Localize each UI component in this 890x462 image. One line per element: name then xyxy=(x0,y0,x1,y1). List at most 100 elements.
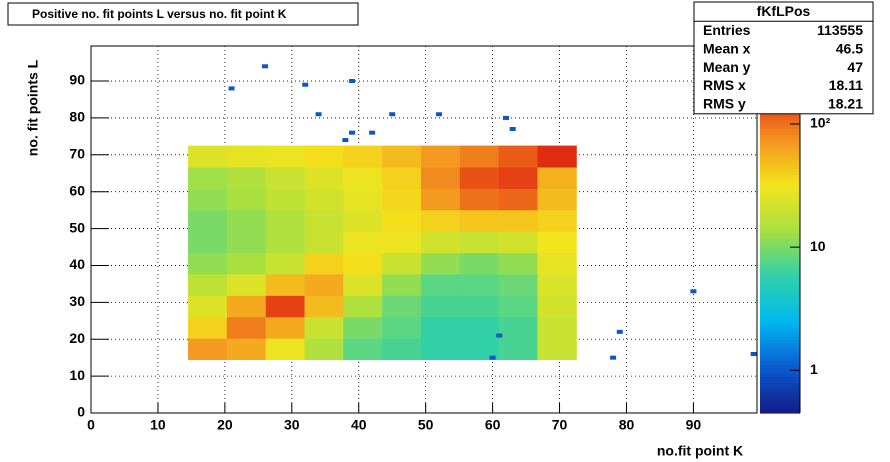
heat-cell xyxy=(265,252,306,275)
colorbar-segment xyxy=(760,165,800,169)
colorbar-segment xyxy=(760,290,800,295)
colorbar-segment xyxy=(760,180,800,185)
colorbar-segment xyxy=(760,174,800,179)
colorbar-segment xyxy=(760,385,800,390)
x-tick-label: 90 xyxy=(686,417,702,433)
colorbar-segment xyxy=(760,189,800,194)
single-count-cell xyxy=(616,329,623,334)
colorbar-segment xyxy=(760,125,800,130)
heat-cell xyxy=(343,273,383,296)
single-count-cell xyxy=(302,82,309,87)
colorbar-segment xyxy=(760,183,800,188)
heat-cell xyxy=(265,188,306,211)
single-count-cell xyxy=(610,355,617,360)
heat-cell xyxy=(420,252,461,275)
heat-cell xyxy=(420,316,461,339)
colorbar-segment xyxy=(760,305,800,310)
heat-cell xyxy=(226,231,267,254)
colorbar-segment xyxy=(760,159,800,163)
y-tick-label: 40 xyxy=(69,256,85,272)
stats-label: RMS x xyxy=(703,77,746,93)
single-count-cell xyxy=(369,130,376,135)
colorbar-segment xyxy=(760,131,800,136)
heat-cell xyxy=(188,145,228,168)
stats-label: Entries xyxy=(703,22,751,38)
single-count-cell xyxy=(228,86,235,91)
heat-cell xyxy=(459,295,500,318)
plot-frame xyxy=(90,45,758,414)
colorbar-segment xyxy=(760,296,800,301)
heat-cell xyxy=(343,252,383,275)
colorbar-segment xyxy=(760,217,800,221)
heat-cell xyxy=(498,209,538,232)
heat-cell xyxy=(382,166,422,189)
heat-cell xyxy=(537,273,577,296)
heat-cell xyxy=(265,316,306,339)
heat-cell xyxy=(420,145,461,168)
colorbar-segment xyxy=(760,342,800,347)
colorbar-segment xyxy=(760,201,800,206)
colorbar-tick-label: 10² xyxy=(810,115,831,131)
heat-cell xyxy=(498,273,538,296)
colorbar-segment xyxy=(760,275,800,280)
colorbar-segment xyxy=(760,284,800,289)
y-tick-label: 20 xyxy=(69,330,85,346)
colorbar-segment xyxy=(760,403,800,408)
colorbar-segment xyxy=(760,336,800,341)
colorbar-segment xyxy=(760,354,800,359)
heat-cell xyxy=(537,209,577,232)
colorbar-segment xyxy=(760,134,800,139)
stats-value: 113555 xyxy=(817,22,863,38)
colorbar-segment xyxy=(760,122,800,127)
colorbar-segment xyxy=(760,220,800,224)
colorbar-segment xyxy=(760,119,800,124)
colorbar-segment xyxy=(760,149,800,154)
heat-cell xyxy=(226,145,267,168)
heat-cell xyxy=(382,338,422,361)
heat-cell xyxy=(537,295,577,318)
stats-label: RMS y xyxy=(703,95,746,111)
colorbar-segment xyxy=(760,192,800,197)
colorbar-segment xyxy=(760,272,800,276)
heat-cell xyxy=(459,188,500,211)
heat-cell xyxy=(188,295,228,318)
heat-cell xyxy=(459,145,500,168)
heat-cell xyxy=(304,338,344,361)
colorbar-segment xyxy=(760,312,800,316)
colorbar-tick-label: 10 xyxy=(810,238,826,254)
heat-cell xyxy=(420,273,461,296)
heat-cell xyxy=(304,295,344,318)
y-tick-label: 80 xyxy=(69,109,85,125)
heat-cell xyxy=(343,338,383,361)
single-count-cell xyxy=(502,115,509,120)
single-count-cell xyxy=(262,64,269,69)
colorbar-segment xyxy=(760,278,800,283)
heat-cell xyxy=(226,316,267,339)
colorbar-segment xyxy=(760,345,800,350)
colorbar-segment xyxy=(760,391,800,396)
colorbar-segment xyxy=(760,330,800,335)
heat-cell xyxy=(265,273,306,296)
colorbar-segment xyxy=(760,339,800,344)
y-tick-label: 70 xyxy=(69,146,85,162)
heat-cell xyxy=(265,209,306,232)
colorbar-segment xyxy=(760,235,800,240)
colorbar-segment xyxy=(760,247,800,252)
colorbar-segment xyxy=(760,293,800,298)
colorbar-segment xyxy=(760,302,800,307)
colorbar-segment xyxy=(760,364,800,368)
x-tick-label: 70 xyxy=(552,417,568,433)
heat-cell xyxy=(304,231,344,254)
colorbar-segment xyxy=(760,223,800,228)
colorbar-segment xyxy=(760,250,800,255)
heat-cell xyxy=(188,252,228,275)
heat-cell xyxy=(226,252,267,275)
colorbar-segment xyxy=(760,406,800,411)
heat-cell xyxy=(498,295,538,318)
heat-cell xyxy=(498,145,538,168)
colorbar-segment xyxy=(760,128,800,133)
colorbar-segment xyxy=(760,238,800,243)
heat-cell xyxy=(498,338,538,361)
heat-cell xyxy=(382,273,422,296)
single-count-cell xyxy=(496,333,503,338)
